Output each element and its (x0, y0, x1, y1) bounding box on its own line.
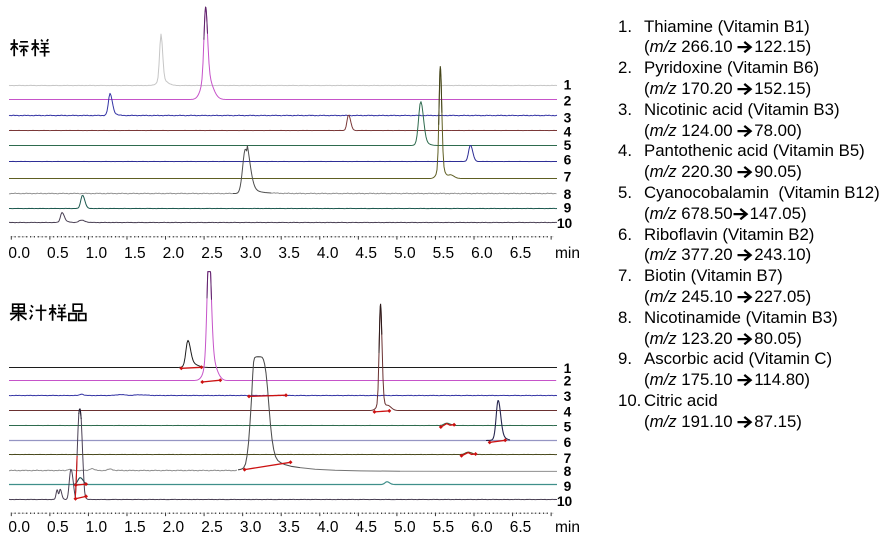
svg-text:2: 2 (564, 93, 572, 108)
svg-text:5.5: 5.5 (433, 519, 455, 536)
svg-text:1.0: 1.0 (86, 245, 108, 262)
svg-text:4.5: 4.5 (355, 519, 377, 536)
svg-text:4.0: 4.0 (317, 245, 339, 262)
svg-text:8: 8 (564, 464, 572, 479)
svg-text:5.0: 5.0 (394, 245, 416, 262)
svg-text:6.5: 6.5 (510, 519, 532, 536)
svg-text:min: min (555, 519, 580, 536)
svg-text:5: 5 (564, 420, 572, 435)
svg-text:7: 7 (564, 169, 572, 184)
svg-text:5.0: 5.0 (394, 519, 416, 536)
svg-text:6: 6 (564, 152, 572, 167)
svg-text:0.0: 0.0 (8, 245, 30, 262)
svg-text:6.0: 6.0 (471, 245, 493, 262)
svg-text:7: 7 (564, 451, 572, 466)
svg-text:10: 10 (557, 494, 573, 509)
svg-text:3.5: 3.5 (278, 245, 300, 262)
svg-text:3: 3 (564, 110, 572, 125)
svg-text:1: 1 (564, 78, 572, 93)
svg-text:2.5: 2.5 (201, 245, 223, 262)
svg-text:9: 9 (564, 479, 572, 494)
svg-text:1.5: 1.5 (124, 519, 146, 536)
svg-text:10: 10 (557, 216, 573, 231)
svg-text:6.0: 6.0 (471, 519, 493, 536)
svg-text:0.5: 0.5 (47, 245, 69, 262)
svg-text:4.5: 4.5 (355, 245, 377, 262)
svg-text:5: 5 (564, 138, 572, 153)
svg-text:0.5: 0.5 (47, 519, 69, 536)
svg-text:3.0: 3.0 (240, 519, 262, 536)
svg-text:5.5: 5.5 (433, 245, 455, 262)
svg-text:2.0: 2.0 (163, 245, 185, 262)
svg-text:1.0: 1.0 (86, 519, 108, 536)
svg-text:4.0: 4.0 (317, 519, 339, 536)
svg-text:6: 6 (564, 435, 572, 450)
svg-text:3.5: 3.5 (278, 519, 300, 536)
svg-text:1.5: 1.5 (124, 245, 146, 262)
svg-text:2: 2 (564, 374, 572, 389)
svg-text:0.0: 0.0 (8, 519, 30, 536)
svg-text:4: 4 (564, 124, 572, 139)
svg-text:1: 1 (564, 361, 572, 376)
svg-text:2.0: 2.0 (163, 519, 185, 536)
svg-text:2.5: 2.5 (201, 519, 223, 536)
svg-text:6.5: 6.5 (510, 245, 532, 262)
svg-text:9: 9 (564, 201, 572, 216)
svg-text:4: 4 (564, 405, 572, 420)
svg-text:3: 3 (564, 389, 572, 404)
svg-text:3.0: 3.0 (240, 245, 262, 262)
svg-text:8: 8 (564, 187, 572, 202)
svg-text:min: min (555, 245, 580, 262)
